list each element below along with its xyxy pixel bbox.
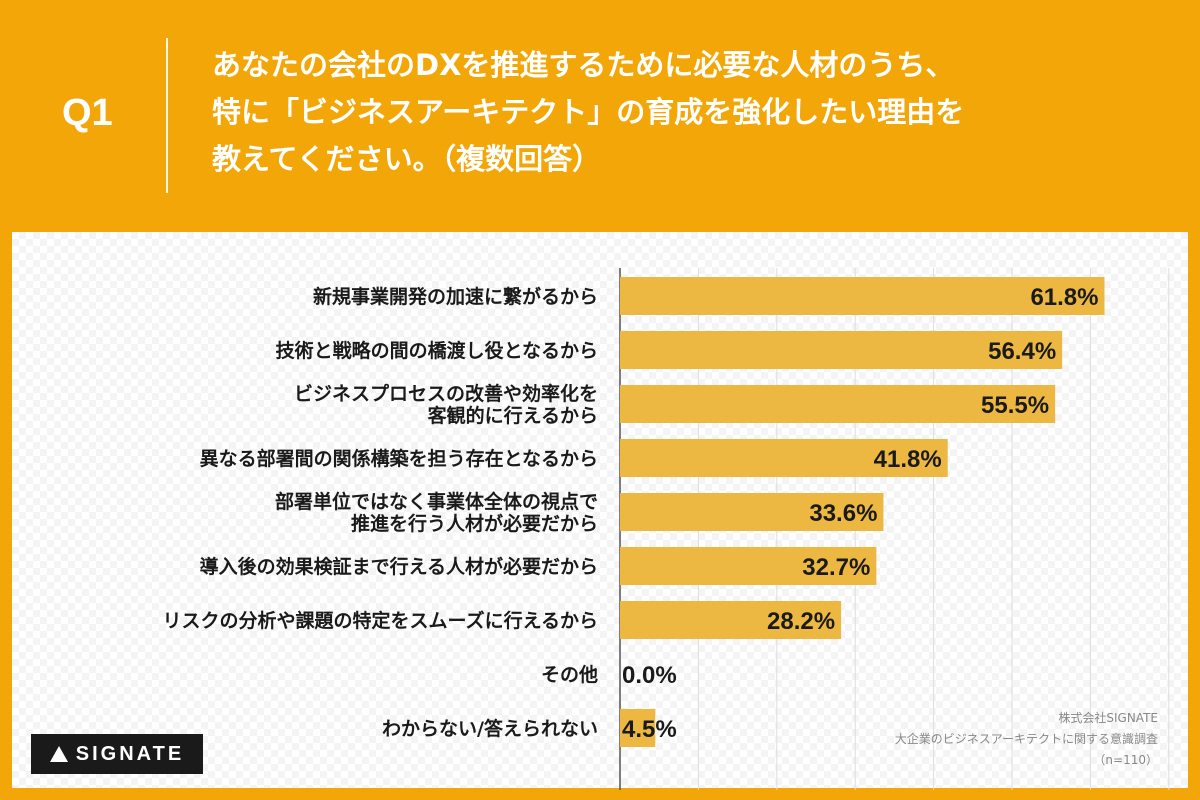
data-label: 61.8% — [1030, 284, 1098, 311]
category-label-line: その他 — [541, 663, 598, 686]
category-label: 技術と戦略の間の橋渡し役となるから — [276, 339, 598, 362]
category-label-line: 推進を行う人材が必要だから — [351, 512, 598, 535]
category-label-line: ビジネスプロセスの改善や効率化を — [294, 382, 598, 405]
source-sample-size: （n=110） — [1093, 753, 1158, 767]
bar — [620, 547, 877, 585]
category-label: 異なる部署間の関係構築を担う存在となるから — [200, 447, 598, 470]
category-label-line: 導入後の効果検証まで行える人材が必要だから — [200, 555, 598, 578]
data-label: 4.5% — [622, 716, 677, 743]
data-label: 41.8% — [874, 446, 942, 473]
category-label-line: 部署単位ではなく事業体全体の視点で — [275, 490, 598, 513]
bar — [620, 493, 884, 531]
header-divider — [166, 38, 168, 193]
bar — [620, 601, 842, 639]
data-label: 28.2% — [767, 608, 835, 635]
source-survey: 大企業のビジネスアーキテクトに関する意識調査 — [894, 732, 1158, 746]
category-label-line: わからない/答えられない — [382, 717, 598, 740]
bar — [620, 331, 1063, 369]
source-note: 株式会社SIGNATE 大企業のビジネスアーキテクトに関する意識調査 （n=11… — [895, 708, 1158, 771]
source-company: 株式会社SIGNATE — [1058, 711, 1158, 725]
question-line: 教えてください。（複数回答） — [212, 142, 602, 176]
category-label: 部署単位ではなく事業体全体の視点で推進を行う人材が必要だから — [275, 490, 598, 535]
data-label: 56.4% — [988, 338, 1056, 365]
data-label: 55.5% — [981, 392, 1049, 419]
question-text: あなたの会社のDXを推進するために必要な人材のうち、 特に「ビジネスアーキテクト… — [212, 42, 1172, 183]
category-label-line: 客観的に行えるから — [428, 404, 598, 427]
category-label-line: 新規事業開発の加速に繋がるから — [313, 285, 598, 308]
category-label-line: リスクの分析や課題の特定をスムーズに行えるから — [163, 609, 598, 632]
category-label: 新規事業開発の加速に繋がるから — [313, 285, 598, 308]
bar — [620, 277, 1105, 315]
category-label: リスクの分析や課題の特定をスムーズに行えるから — [163, 609, 598, 632]
signate-logo: SIGNATE — [31, 734, 203, 774]
question-number: Q1 — [62, 92, 113, 134]
category-label: その他 — [541, 663, 598, 686]
data-label: 33.6% — [809, 500, 877, 527]
question-line: あなたの会社のDXを推進するために必要な人材のうち、 — [212, 48, 955, 82]
data-label: 32.7% — [802, 554, 870, 581]
chart-panel — [12, 232, 1188, 788]
bar — [620, 439, 948, 477]
category-label: ビジネスプロセスの改善や効率化を客観的に行えるから — [294, 382, 598, 427]
logo-triangle-icon — [49, 746, 68, 762]
data-label: 0.0% — [622, 662, 677, 689]
bar — [620, 709, 656, 747]
bar — [620, 385, 1056, 423]
category-label: わからない/答えられない — [382, 717, 598, 740]
logo-text: SIGNATE — [75, 742, 185, 765]
category-label-line: 異なる部署間の関係構築を担う存在となるから — [200, 447, 598, 470]
category-label-line: 技術と戦略の間の橋渡し役となるから — [276, 339, 598, 362]
question-line: 特に「ビジネスアーキテクト」の育成を強化したい理由を — [212, 95, 965, 129]
category-label: 導入後の効果検証まで行える人材が必要だから — [200, 555, 598, 578]
